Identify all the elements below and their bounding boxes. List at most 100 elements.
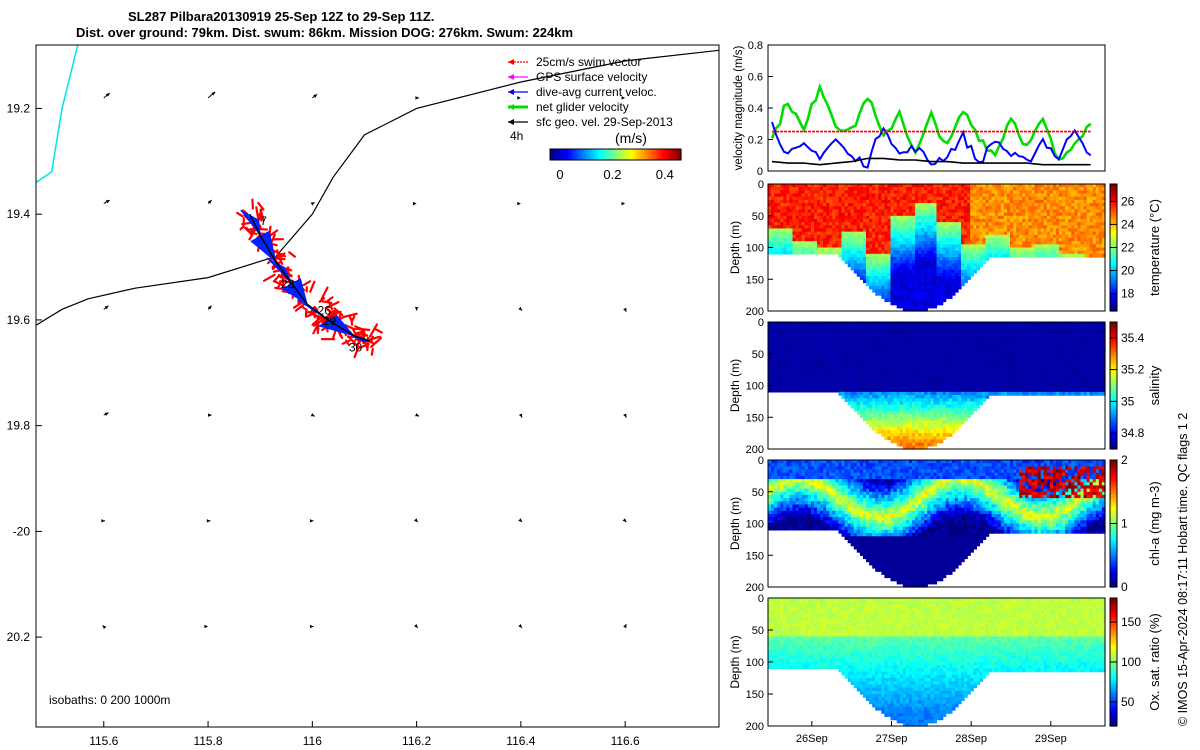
section-cell — [893, 206, 898, 210]
section-cell — [823, 325, 827, 329]
section-cell — [896, 436, 901, 441]
section-cell — [1046, 206, 1051, 210]
section-cell — [884, 285, 889, 290]
section-cell — [817, 331, 821, 336]
section-cell — [1028, 209, 1033, 214]
geo-vector-head — [207, 200, 212, 204]
section-cell — [853, 250, 858, 255]
section-cell — [801, 193, 806, 198]
section-cell — [850, 257, 855, 261]
section-cell — [924, 407, 928, 412]
section-cell — [970, 247, 974, 252]
section-cell — [896, 344, 901, 348]
section-cell — [875, 228, 879, 233]
section-cell — [915, 401, 919, 406]
section-cell — [801, 203, 806, 207]
section-cell — [884, 196, 889, 201]
section-cell — [918, 266, 922, 271]
section-cell — [915, 410, 919, 415]
section-cell — [1022, 212, 1026, 217]
section-cell — [835, 369, 840, 374]
section-cell — [973, 266, 977, 271]
section-cell — [1025, 228, 1029, 233]
section-cell — [847, 395, 852, 399]
section-cell — [780, 193, 784, 198]
section-cell — [768, 206, 772, 210]
section-cell — [826, 241, 830, 245]
section-cell — [1037, 206, 1042, 210]
section-cell — [951, 212, 956, 217]
section-cell — [970, 250, 974, 255]
section-cell — [804, 190, 809, 195]
section-cell — [994, 184, 999, 188]
section-cell — [924, 382, 928, 387]
section-cell — [985, 206, 990, 210]
section-cell — [1059, 190, 1063, 195]
section-cell — [970, 253, 974, 258]
section-cell — [1065, 218, 1069, 223]
section-cell — [933, 301, 938, 306]
section-cell — [915, 334, 919, 339]
section-cell — [783, 388, 787, 393]
section-cell — [859, 366, 864, 371]
section-cell — [881, 385, 886, 390]
section-cell — [988, 212, 993, 217]
section-cell — [890, 298, 895, 303]
section-cell — [997, 222, 1002, 226]
section-cell — [878, 206, 882, 210]
section-cell — [786, 328, 791, 333]
section-cell — [844, 331, 849, 336]
section-cell — [921, 209, 925, 214]
section-cell — [896, 279, 901, 284]
section-cell — [872, 426, 876, 431]
section-colorbar-cell — [1110, 210, 1117, 214]
section-cell — [927, 269, 931, 274]
section-cell — [1052, 225, 1057, 230]
section-cell — [887, 341, 892, 345]
section-cell — [915, 350, 919, 355]
section-colorbar-cell — [1110, 273, 1117, 278]
section-cell — [982, 241, 987, 245]
section-cell — [1013, 199, 1017, 204]
section-cell — [872, 391, 876, 396]
section-cell — [771, 238, 775, 242]
section-cell — [789, 247, 794, 252]
section-cell — [795, 218, 800, 223]
section-cell — [792, 206, 797, 210]
section-cell — [954, 285, 959, 290]
section-cell — [915, 366, 919, 371]
section-cell — [905, 209, 910, 214]
section-cell — [878, 353, 882, 358]
section-cell — [1080, 209, 1085, 214]
section-cell — [893, 325, 898, 329]
section-cell — [844, 241, 849, 245]
section-cell — [951, 222, 956, 226]
section-cell — [872, 344, 876, 348]
section-cell — [927, 304, 931, 309]
section-cell — [927, 225, 931, 230]
section-cell — [850, 363, 855, 368]
section-cell — [820, 344, 824, 348]
section-cell — [856, 196, 861, 201]
section-cell — [878, 193, 882, 198]
section-cell — [994, 222, 999, 226]
colorbar-cell — [658, 149, 662, 160]
section-cell — [918, 372, 922, 377]
section-cell — [957, 279, 962, 284]
section-cell — [817, 225, 821, 230]
section-cell — [957, 209, 962, 214]
section-cell — [801, 360, 806, 364]
section-cell — [1040, 244, 1045, 249]
section-cell — [832, 382, 836, 387]
section-cell — [1068, 203, 1072, 207]
section-cell — [954, 279, 959, 284]
section-cell — [850, 395, 855, 399]
section-cell — [850, 385, 855, 390]
section-cell — [875, 331, 879, 336]
section-cell — [918, 331, 922, 336]
section-cell — [777, 363, 781, 368]
section-cell — [988, 244, 993, 249]
section-cell — [970, 225, 974, 230]
section-cell — [780, 322, 784, 326]
section-cell — [881, 391, 886, 396]
